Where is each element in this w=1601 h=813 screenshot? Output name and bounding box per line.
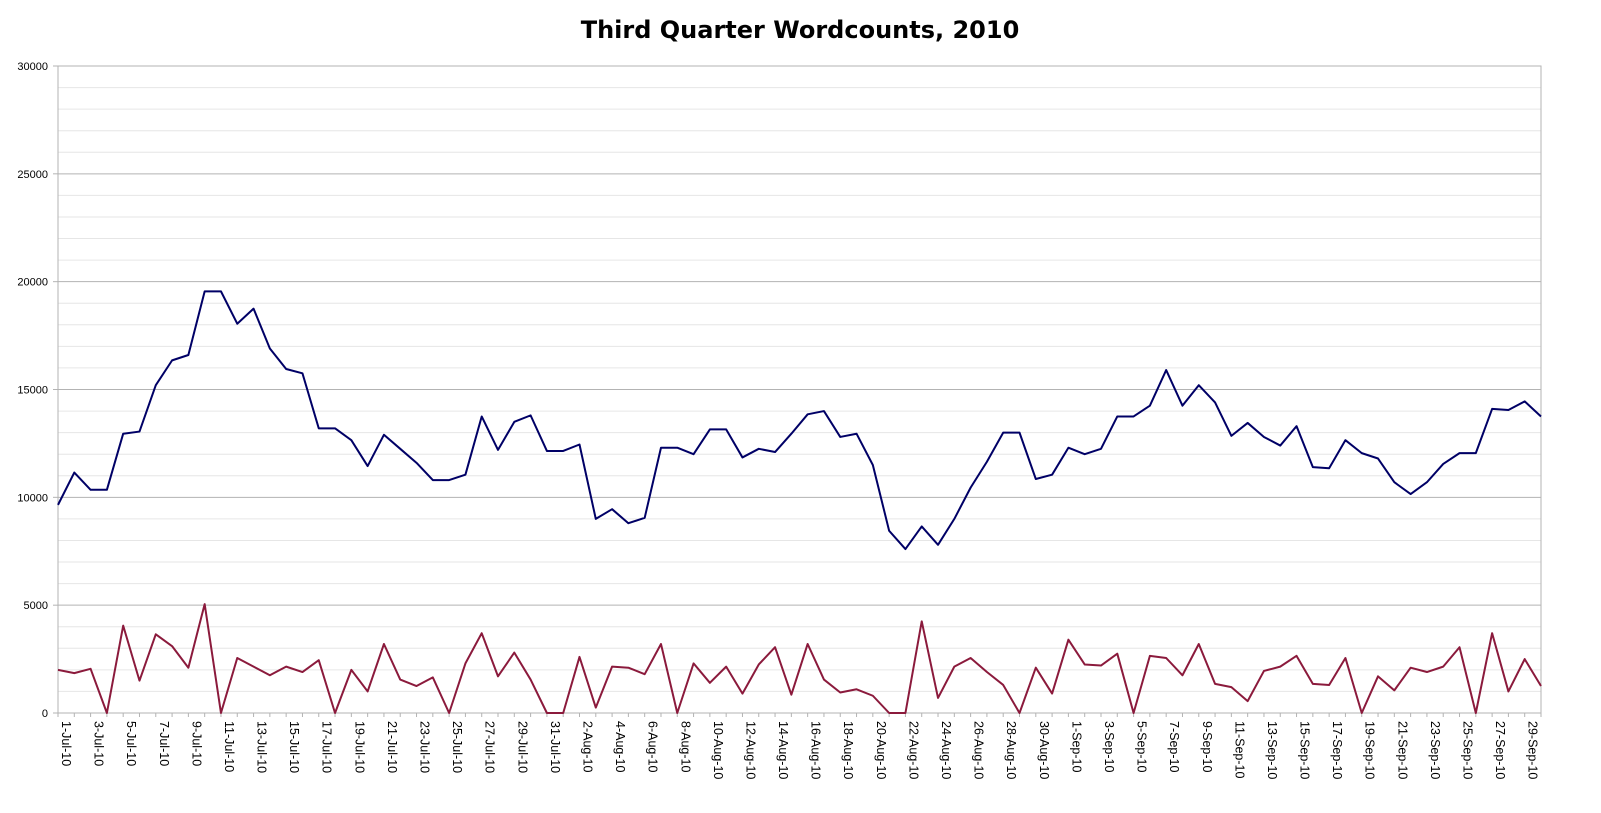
y-tick-label: 25000	[17, 169, 48, 181]
x-tick-label: 29-Sep-10	[1526, 721, 1540, 779]
x-tick-label: 19-Sep-10	[1363, 721, 1377, 779]
x-tick-label: 12-Aug-10	[743, 721, 757, 779]
y-tick-label: 15000	[17, 385, 48, 397]
x-tick-label: 24-Aug-10	[939, 721, 953, 779]
x-tick-label: 22-Aug-10	[906, 721, 920, 779]
x-tick-label: 23-Sep-10	[1428, 721, 1442, 779]
x-tick-label: 25-Sep-10	[1461, 721, 1475, 779]
y-tick-label: 30000	[17, 61, 48, 73]
x-tick-label: 13-Sep-10	[1265, 721, 1279, 779]
plot-frame	[57, 65, 1542, 714]
x-tick-label: 23-Jul-10	[418, 721, 432, 773]
x-tick-label: 29-Jul-10	[515, 721, 529, 773]
y-tick-label: 5000	[24, 600, 48, 612]
y-tick-label: 20000	[17, 277, 48, 289]
x-tick-label: 17-Sep-10	[1330, 721, 1344, 779]
x-tick-label: 25-Jul-10	[450, 721, 464, 773]
x-tick-label: 18-Aug-10	[841, 721, 855, 779]
x-tick-label: 28-Aug-10	[1004, 721, 1018, 779]
x-tick-label: 1-Sep-10	[1069, 721, 1083, 772]
x-tick-label: 27-Sep-10	[1493, 721, 1507, 779]
x-tick-label: 14-Aug-10	[776, 721, 790, 779]
x-tick-label: 16-Aug-10	[809, 721, 823, 779]
x-tick-label: 31-Jul-10	[548, 721, 562, 773]
y-tick-label: 0	[42, 708, 48, 720]
x-tick-label: 21-Sep-10	[1395, 721, 1409, 779]
y-tick-label: 10000	[17, 492, 48, 504]
x-tick-label: 21-Jul-10	[385, 721, 399, 773]
x-tick-label: 2-Aug-10	[580, 721, 594, 772]
x-tick-label: 27-Jul-10	[483, 721, 497, 773]
x-tick-label: 3-Sep-10	[1102, 721, 1116, 772]
series-line-1	[57, 290, 1542, 551]
x-tick-label: 20-Aug-10	[874, 721, 888, 779]
x-tick-label: 13-Jul-10	[255, 721, 269, 773]
x-tick-label: 11-Sep-10	[1232, 721, 1246, 778]
x-tick-label: 11-Jul-10	[222, 721, 236, 772]
x-tick-label: 30-Aug-10	[1037, 721, 1051, 779]
x-tick-label: 15-Sep-10	[1298, 721, 1312, 779]
chart-title: Third Quarter Wordcounts, 2010	[581, 16, 1020, 44]
x-tick-label: 4-Aug-10	[613, 721, 627, 772]
x-tick-label: 10-Aug-10	[711, 721, 725, 779]
x-tick-label: 7-Jul-10	[157, 721, 171, 766]
x-tick-label: 1-Jul-10	[59, 721, 73, 766]
x-tick-label: 7-Sep-10	[1167, 721, 1181, 772]
x-tick-label: 6-Aug-10	[646, 721, 660, 772]
x-tick-label: 9-Jul-10	[189, 721, 203, 766]
x-tick-label: 19-Jul-10	[352, 721, 366, 773]
x-tick-label: 5-Sep-10	[1135, 721, 1149, 772]
series-line-2	[57, 603, 1542, 714]
x-tick-label: 5-Jul-10	[124, 721, 138, 766]
x-tick-label: 3-Jul-10	[92, 721, 106, 766]
x-tick-label: 15-Jul-10	[287, 721, 301, 773]
x-tick-label: 17-Jul-10	[320, 721, 334, 773]
x-tick-label: 8-Aug-10	[678, 721, 692, 772]
x-tick-label: 26-Aug-10	[972, 721, 986, 779]
plot-area: 0 5000 10000 15000 20000 25000 30000 1-Jul-10 3-…	[17, 61, 1542, 779]
x-tick-label: 9-Sep-10	[1200, 721, 1214, 772]
